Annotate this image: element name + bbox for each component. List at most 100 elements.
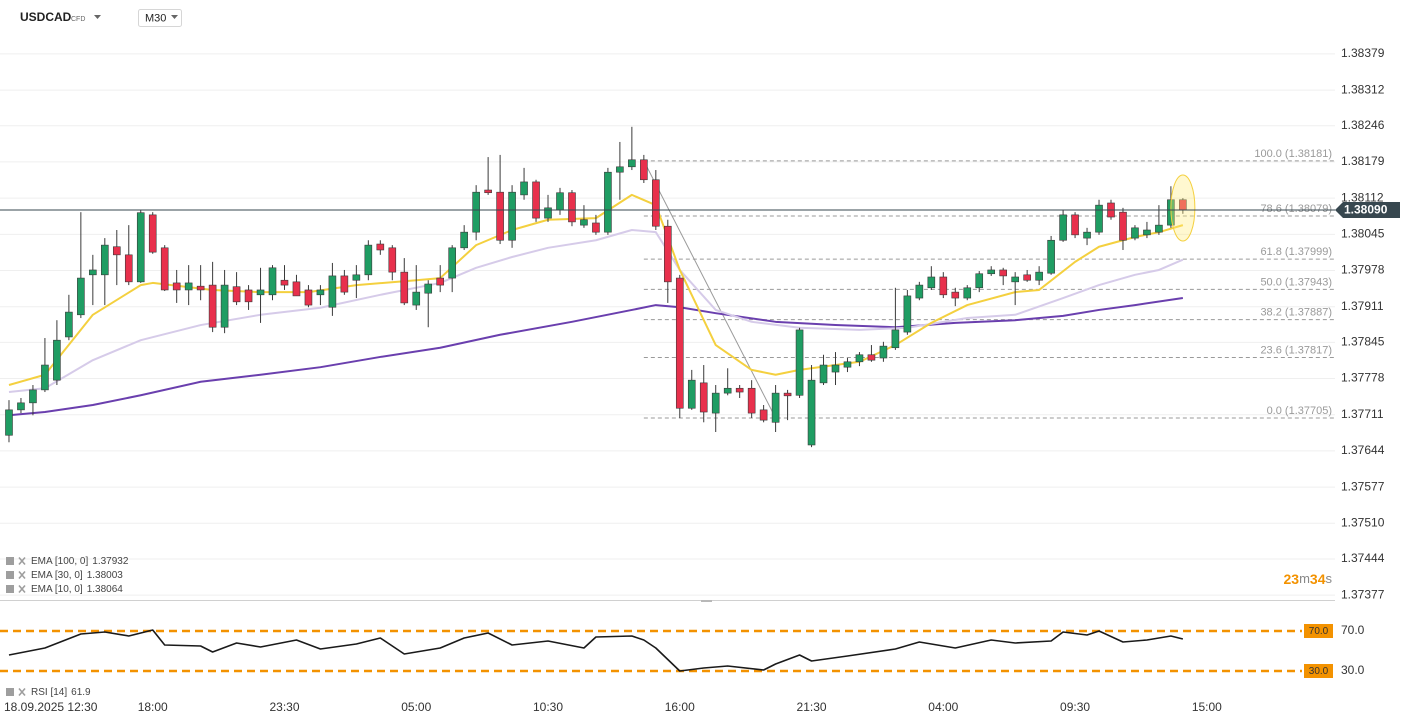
y-tick-label: 1.37644 [1341,443,1385,457]
candle-body [1095,204,1103,233]
candle-body [855,354,864,363]
candle-body [879,345,888,359]
candle-body [951,291,960,299]
candle-body [999,269,1007,277]
timeframe-button[interactable] [138,9,182,27]
candle-body [903,295,912,333]
candle-body [759,409,768,421]
candle-body [1071,214,1079,236]
ema-line [8,297,1184,417]
candle-body [1143,229,1151,236]
candle-body [867,354,876,361]
candle-body [256,289,265,296]
timeframe[interactable]: M30 [145,12,166,24]
legend-entry: EMA [100, 0] 1.37932 [31,556,129,567]
candle-body [1011,276,1019,283]
ema-line [8,229,1184,394]
candle-body [388,247,397,273]
rsi-line [8,629,1184,672]
legend-remove [18,570,26,580]
candle-body [160,247,169,291]
legend-value: 61.9 [71,687,91,698]
y-tick-label: 70.0 [1341,623,1365,637]
candle-body [640,159,648,181]
candle-body [17,402,25,411]
fib-label: 78.6 (1.38079) [1260,203,1332,215]
candle-body [196,285,205,291]
x-tick-label: 18:00 [138,700,168,714]
y-tick-label: 1.37510 [1341,515,1385,529]
candle-body [1119,211,1127,241]
y-tick-label: 1.38379 [1341,46,1385,60]
candle-body [963,287,972,299]
legend-value: 1.38064 [87,584,124,595]
y-tick-label: 1.37778 [1341,371,1385,385]
candle-body [496,191,504,241]
live-candle-highlight [1170,174,1196,242]
x-tick-label: 04:00 [928,700,958,714]
candle-body [424,283,433,294]
candle-body [927,276,936,289]
y-tick-label: 30.0 [1341,663,1365,677]
countdown-unit: m [1299,571,1310,586]
candle-body [316,289,325,296]
legend-name: EMA [10, 0] [31,584,83,595]
fib-label: 61.8 (1.37999) [1260,246,1332,258]
legend-name: EMA [30, 0] [31,570,83,581]
candle-body [89,269,97,276]
candle-body [987,269,996,275]
y-tick-label: 1.38179 [1341,154,1385,168]
candle-body [328,275,337,308]
legend-icon [6,557,14,565]
candle-body [652,179,660,227]
candle-body [831,364,840,373]
candle-body [891,329,900,349]
candle-body [1023,274,1031,281]
rsi-level-tag-label: 30.0 [1309,666,1329,677]
candle-body [1047,239,1055,274]
y-tick-label: 1.38112 [1341,190,1384,204]
candle-body [939,276,948,296]
y-tick-label: 1.38246 [1341,118,1385,132]
rsi-level-tag-label: 70.0 [1309,626,1329,637]
legend-icon [6,585,14,593]
legend-entry: EMA [10, 0] 1.38064 [31,584,123,595]
y-tick-label: 1.37978 [1341,263,1385,277]
last-price-label: 1.38090 [1344,203,1388,217]
symbol[interactable]: USDCAD [20,10,72,24]
x-tick-label: 15:00 [1192,700,1222,714]
candle-body [5,409,13,436]
candle-body [124,254,133,283]
symbol-dropdown[interactable] [94,15,101,19]
legend-remove [18,584,26,594]
legend-entry: RSI [14] 61.9 [31,687,91,698]
y-tick-label: 1.38045 [1341,226,1385,240]
x-tick-label: 23:30 [269,700,299,714]
timeframe-dropdown[interactable] [171,15,178,19]
candle-body [699,382,708,413]
candle-body [556,192,564,211]
candle-body [340,275,349,293]
candle-body [687,379,696,409]
candle-body [544,207,552,219]
candle-body [29,389,37,404]
candle-body [807,379,816,446]
y-tick-label: 1.37845 [1341,335,1385,349]
candle-body [915,284,924,299]
candle-body [352,274,361,281]
panel-resize-handle[interactable] [701,600,712,602]
legend-icon [6,571,14,579]
candle-body [436,277,445,286]
candle-body [628,159,636,168]
countdown-unit: s [1326,571,1333,586]
candle-body [484,189,492,194]
fib-label: 50.0 (1.37943) [1260,276,1332,288]
candle-body [795,329,804,396]
candle-body [112,246,121,256]
candle-body [101,244,109,276]
countdown-number: 23 [1284,571,1300,587]
countdown-number: 34 [1310,571,1326,587]
candle-body [184,282,193,291]
